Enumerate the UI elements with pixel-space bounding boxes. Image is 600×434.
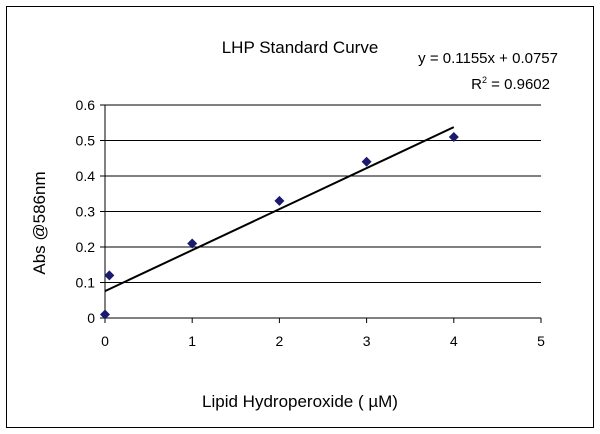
y-tick-label: 0.1 bbox=[76, 275, 96, 291]
y-tick-label: 0 bbox=[87, 310, 95, 326]
trendline-equation: y = 0.1155x + 0.0757 bbox=[418, 50, 558, 67]
data-point bbox=[274, 195, 285, 206]
y-tick-label: 0.4 bbox=[76, 168, 96, 184]
data-point bbox=[448, 131, 459, 142]
data-point bbox=[104, 270, 115, 281]
x-tick-label: 0 bbox=[101, 333, 109, 349]
x-axis-title: Lipid Hydroperoxide ( µM) bbox=[202, 392, 398, 411]
y-tick-label: 0.5 bbox=[76, 133, 96, 149]
y-tick-label: 0.6 bbox=[76, 97, 96, 113]
y-tick-label: 0.2 bbox=[76, 239, 96, 255]
data-point bbox=[187, 238, 198, 249]
trendline bbox=[104, 126, 455, 293]
x-tick-label: 2 bbox=[276, 333, 284, 349]
r-squared-label: R2 = 0.9602 bbox=[471, 75, 550, 93]
chart-title: LHP Standard Curve bbox=[221, 38, 379, 57]
x-tick-label: 3 bbox=[363, 333, 371, 349]
x-tick-label: 5 bbox=[537, 333, 545, 349]
y-tick-label: 0.3 bbox=[76, 204, 96, 220]
data-point bbox=[361, 156, 372, 167]
chart-area bbox=[6, 6, 594, 428]
data-point bbox=[100, 309, 110, 320]
x-tick-label: 4 bbox=[450, 333, 458, 349]
x-tick-label: 1 bbox=[188, 333, 196, 349]
